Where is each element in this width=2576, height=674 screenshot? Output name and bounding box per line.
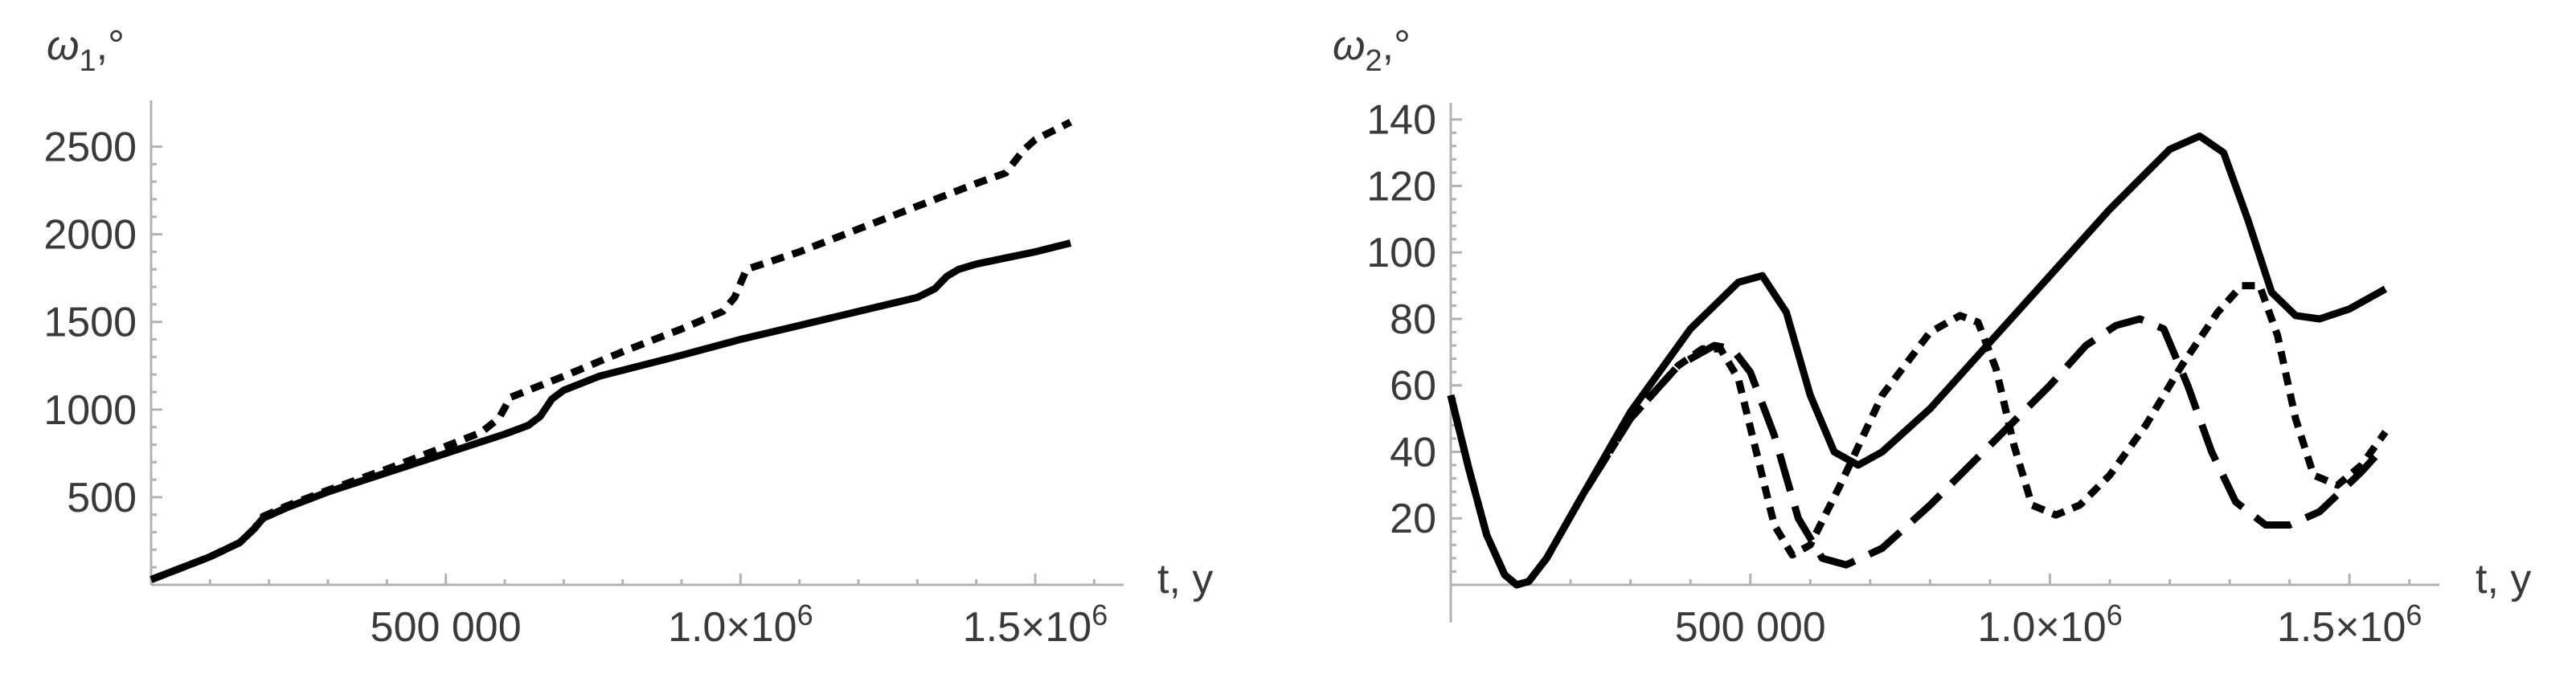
omega2-x-tick-label: 1.0×106 [1977,598,2123,651]
omega2-y-tick-label: 40 [1390,429,1436,476]
omega1-y-tick-label: 2500 [43,125,137,171]
omega1-y-axis-title-symbol: ω [47,22,80,69]
omega1-x-axis-title: t, y [1157,556,1213,603]
omega2-y-ticks: 20 40 60 80 100 120 140 [1366,97,1462,573]
omega2-y-axis-title-unit: ,° [1382,22,1411,69]
omega2-series-dotted [1447,282,2389,589]
omega2-y-axis-title-symbol: ω [1333,22,1366,69]
omega2-y-tick-label: 60 [1390,363,1436,410]
omega2-x-tick-label: 500 000 [1675,604,1826,651]
omega1-y-axis-title-unit: ,° [96,22,125,69]
omega1-x-tick-label: 1.0×106 [668,598,813,651]
omega1-series [149,118,1072,583]
omega1-y-ticks: 500 1000 1500 2000 2500 [43,125,162,569]
omega1-series-solid [149,239,1072,583]
omega1-y-tick-label: 2000 [43,212,137,259]
omega1-series-dotted [149,118,1072,583]
omega2-y-tick-label: 80 [1390,296,1436,343]
omega2-x-axis-title: t, y [2476,556,2531,603]
omega2-x-ticks: 500 000 1.0×106 1.5×106 [1509,574,2422,651]
omega1-y-tick-label: 1500 [43,300,137,346]
omega2-x-tick-label: 1.5×106 [2277,598,2422,651]
omega2-y-axis-title: ω2,° [1333,22,1411,78]
omega1-y-axis-title-subscript: 1 [80,44,96,78]
omega1-y-axis-title: ω1,° [47,22,125,78]
omega1-x-ticks: 500 000 1.0×106 1.5×106 [208,574,1108,651]
omega1-x-tick-label: 1.5×106 [963,598,1108,651]
omega2-series-dashed [1447,315,2389,589]
omega2-y-tick-label: 20 [1390,496,1436,542]
omega2-y-tick-label: 120 [1366,163,1436,210]
omega2-y-axis-title-subscript: 2 [1366,44,1382,78]
omega1-x-tick-label: 500 000 [371,604,522,651]
omega1-y-tick-label: 500 [67,475,137,521]
omega2-series-solid [1447,132,2388,589]
omega2-y-tick-label: 100 [1366,230,1436,276]
omega2-y-tick-label: 140 [1366,97,1436,144]
omega1-y-tick-label: 1000 [43,387,137,434]
omega2-series [1447,132,2389,589]
chart-omega1: 500 1000 1500 2000 2500 500 000 1.0×106 1.5×10… [43,22,1213,651]
